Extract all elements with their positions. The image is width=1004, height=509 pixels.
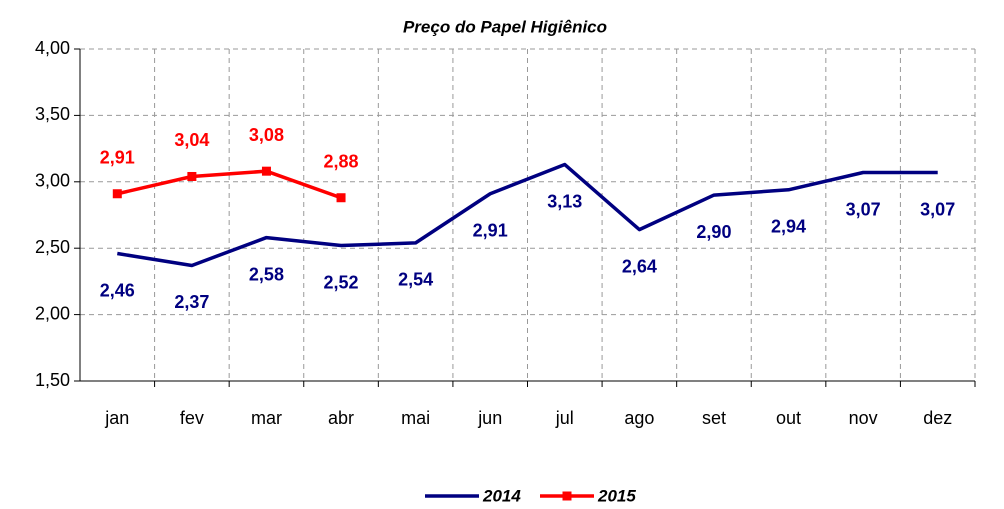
data-label: 3,04 [174, 130, 209, 150]
legend-label: 2015 [597, 486, 636, 505]
chart-title: Preço do Papel Higiênico [403, 17, 607, 36]
point-marker [112, 189, 122, 199]
x-tick-label: mai [401, 408, 430, 428]
data-label: 3,13 [547, 191, 582, 211]
data-label: 2,46 [100, 280, 135, 300]
x-tick-label: jul [555, 408, 574, 428]
data-label: 2,54 [398, 270, 433, 290]
x-tick-label: ago [624, 408, 654, 428]
x-tick-label: set [702, 408, 726, 428]
data-label: 2,52 [324, 272, 359, 292]
y-tick-label: 3,00 [35, 171, 70, 191]
y-tick-label: 2,00 [35, 303, 70, 323]
y-tick-label: 1,50 [35, 370, 70, 390]
series-line [117, 162, 938, 268]
data-label: 2,88 [324, 151, 359, 171]
legend-label: 2014 [482, 486, 521, 505]
data-label: 2,94 [771, 217, 806, 237]
data-label: 3,07 [920, 199, 955, 219]
y-tick-label: 2,50 [35, 237, 70, 257]
legend-marker [562, 491, 572, 501]
series-line [116, 169, 342, 200]
data-label: 3,08 [249, 125, 284, 145]
data-label: 2,64 [622, 256, 657, 276]
y-tick-label: 4,00 [35, 38, 70, 58]
point-marker [187, 171, 197, 181]
data-label: 2,37 [174, 292, 209, 312]
x-tick-label: dez [923, 408, 952, 428]
x-tick-label: abr [328, 408, 354, 428]
data-label: 2,90 [696, 222, 731, 242]
data-label: 2,91 [473, 221, 508, 241]
data-label: 2,58 [249, 264, 284, 284]
point-marker [261, 166, 271, 176]
x-tick-label: jan [104, 408, 129, 428]
data-label: 3,07 [846, 199, 881, 219]
x-tick-label: nov [849, 408, 878, 428]
x-tick-label: mar [251, 408, 282, 428]
x-tick-label: jun [477, 408, 502, 428]
x-tick-label: fev [180, 408, 204, 428]
y-tick-label: 3,50 [35, 104, 70, 124]
point-marker [336, 193, 346, 203]
data-label: 2,91 [100, 148, 135, 168]
x-tick-label: out [776, 408, 801, 428]
